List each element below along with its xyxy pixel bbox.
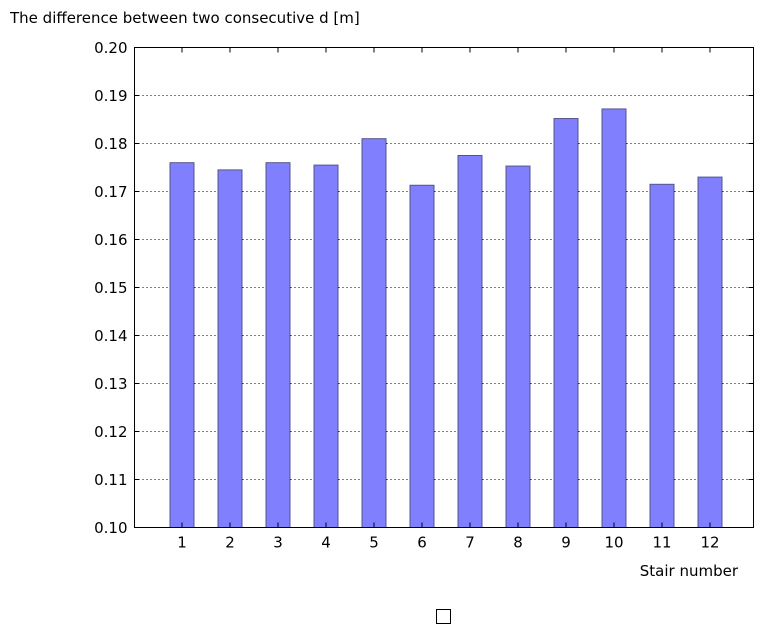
bar [361,138,387,528]
y-tick-label: 0.14 [94,327,127,345]
x-tick-label: 1 [177,534,187,552]
y-tick-label: 0.11 [94,471,127,489]
y-tick-label: 0.17 [94,183,127,201]
y-axis-label: The difference between two consecutive d… [9,9,360,27]
x-tick-label: 12 [700,534,719,552]
y-ticks: 0.10 0.11 0.12 0.13 0.14 0.15 0.16 0.17 0.18 0.19… [94,39,754,537]
bar [457,155,483,528]
x-tick-label: 11 [652,534,671,552]
x-tick-label: 8 [513,534,523,552]
bar [505,165,531,528]
bar [217,169,243,528]
y-tick-label: 0.15 [94,279,127,297]
bar [313,164,339,528]
bar [265,162,291,528]
x-tick-label: 6 [417,534,427,552]
y-tick-label: 0.12 [94,423,127,441]
x-tick-label: 7 [465,534,475,552]
y-tick-label: 0.20 [94,39,127,57]
y-tick-label: 0.13 [94,375,127,393]
x-tick-label: 4 [321,534,331,552]
x-tick-label: 2 [225,534,235,552]
y-tick-label: 0.18 [94,135,127,153]
x-tick-label: 9 [561,534,571,552]
bar [697,176,723,528]
y-tick-label: 0.10 [94,519,127,537]
y-tick-label: 0.16 [94,231,127,249]
x-ticks: 1 2 3 4 5 6 7 8 9 10 11 12 [177,47,720,552]
bar [601,108,627,528]
bar [649,183,675,529]
bar [169,162,195,528]
bar [409,184,435,528]
bar [553,118,579,528]
legend-checkbox[interactable] [436,609,451,624]
x-axis-label: Stair number [640,562,739,580]
y-tick-label: 0.19 [94,87,127,105]
bars [169,108,723,529]
x-tick-label: 3 [273,534,283,552]
x-tick-label: 5 [369,534,379,552]
x-tick-label: 10 [604,534,623,552]
